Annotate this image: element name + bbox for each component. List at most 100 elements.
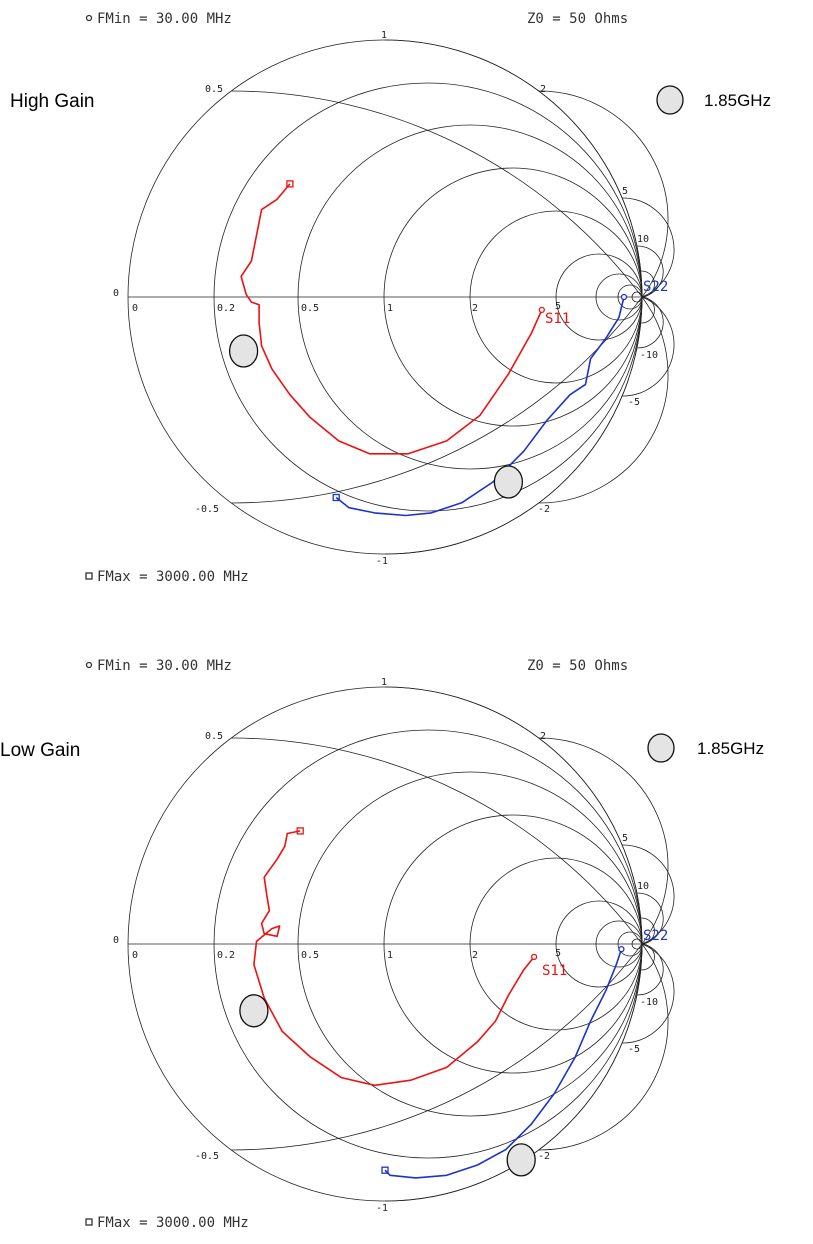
r-tick-0: 0 xyxy=(132,303,138,314)
fmin-symbol xyxy=(85,661,93,669)
s11-fmax-marker xyxy=(296,827,304,835)
x-arc-neg-5 xyxy=(621,296,675,397)
x-arc-neg-10 xyxy=(636,296,664,349)
s11-1.85ghz-marker xyxy=(228,334,259,368)
x-arc-neg-2 xyxy=(538,943,669,1151)
x-arc-0.5 xyxy=(230,737,643,945)
header-row: FMin = 30.00 MHz Z0 = 50 Ohms xyxy=(85,11,628,27)
x-tick-1: 1 xyxy=(381,30,387,41)
x-tick-neg-10: -10 xyxy=(640,350,658,361)
x-arc-neg-20 xyxy=(640,943,655,971)
legend-marker: 1.85GHz xyxy=(656,85,771,115)
s22-trace xyxy=(384,948,623,1179)
s11-trace xyxy=(240,183,543,455)
x-arc-neg-20 xyxy=(640,296,655,324)
trace-layer xyxy=(228,180,628,517)
s22-1.85ghz-marker xyxy=(506,1143,536,1177)
r-tick-0.2: 0.2 xyxy=(217,303,235,314)
trace-layer xyxy=(239,827,625,1179)
r-tick-5: 5 xyxy=(555,301,561,312)
r-tick-0.5: 0.5 xyxy=(301,303,319,314)
x-arc-neg-5 xyxy=(621,943,675,1044)
s22-label: S22 xyxy=(643,279,668,295)
fmax-label: FMax = 3000.00 MHz xyxy=(97,1215,249,1231)
resistance-tick-labels: 0 0 0.2 0.5 1 2 5 xyxy=(113,935,561,961)
x-tick-2: 2 xyxy=(540,84,546,95)
x-arc-2 xyxy=(538,90,669,298)
s22-fmin-marker xyxy=(618,945,625,953)
x-tick-0.5: 0.5 xyxy=(205,731,223,742)
chart-title: Low Gain xyxy=(0,740,80,761)
x-arc-2 xyxy=(538,737,669,945)
x-arc-20 xyxy=(640,270,655,298)
smith-grid xyxy=(127,39,675,555)
r-tick-2: 2 xyxy=(472,303,478,314)
fmin-label: FMin = 30.00 MHz xyxy=(97,11,232,27)
x-arc-neg-10 xyxy=(636,943,664,996)
marker-legend-ellipse xyxy=(656,85,684,115)
r-tick-5: 5 xyxy=(555,948,561,959)
header-row: FMin = 30.00 MHz Z0 = 50 Ohms xyxy=(85,658,628,674)
x-tick-0.5: 0.5 xyxy=(205,84,223,95)
x-tick-neg-10: -10 xyxy=(640,997,658,1008)
x-tick-5: 5 xyxy=(622,186,628,197)
x-tick-neg-0.5: -0.5 xyxy=(195,504,219,515)
x-tick-10: 10 xyxy=(637,881,649,892)
r-tick-1: 1 xyxy=(387,950,393,961)
marker-legend-label: 1.85GHz xyxy=(704,91,771,110)
s11-fmin-marker xyxy=(530,953,538,961)
s22-fmax-marker xyxy=(381,1166,389,1174)
s11-fmax-marker xyxy=(286,180,294,188)
r-tick-0-outer: 0 xyxy=(113,288,119,299)
fmin-label: FMin = 30.00 MHz xyxy=(97,658,232,674)
r-tick-0-outer: 0 xyxy=(113,935,119,946)
x-arc-1 xyxy=(384,39,643,298)
x-arc-neg-0.5 xyxy=(230,296,643,504)
r-tick-1: 1 xyxy=(387,303,393,314)
chart-title: High Gain xyxy=(10,91,95,112)
smith-chart-high-gain: FMin = 30.00 MHz Z0 = 50 Ohms High Gain … xyxy=(10,11,771,585)
x-tick-neg-2: -2 xyxy=(538,504,550,515)
s22-fmin-marker xyxy=(620,293,628,301)
s11-label: S11 xyxy=(545,311,570,327)
resistance-tick-labels: 0 0 0.2 0.5 1 2 5 xyxy=(113,288,561,314)
x-arc-neg-1 xyxy=(384,296,643,555)
smith-chart-low-gain: FMin = 30.00 MHz Z0 = 50 Ohms Low Gain 1… xyxy=(0,658,764,1231)
fmax-symbol xyxy=(85,572,93,580)
x-tick-neg-1: -1 xyxy=(376,556,388,567)
footer-row: FMax = 3000.00 MHz xyxy=(85,569,249,585)
s22-fmax-marker xyxy=(332,493,340,502)
fmax-symbol xyxy=(85,1218,93,1226)
fmin-symbol xyxy=(85,14,93,22)
s11-fmin-marker xyxy=(538,306,545,314)
reactance-tick-labels: 0.5 1 2 5 10 -0.5 -1 -2 -5 -10 xyxy=(195,677,658,1214)
x-tick-neg-5: -5 xyxy=(628,1044,640,1055)
x-arc-1 xyxy=(384,686,643,945)
s22-label: S22 xyxy=(643,928,668,944)
x-arc-neg-2 xyxy=(538,296,669,504)
x-tick-neg-5: -5 xyxy=(628,397,640,408)
r-tick-0: 0 xyxy=(132,950,138,961)
x-tick-1: 1 xyxy=(381,677,387,688)
s11-1.85ghz-marker xyxy=(239,994,269,1028)
x-tick-5: 5 xyxy=(622,833,628,844)
r-tick-0.2: 0.2 xyxy=(217,950,235,961)
x-arc-0.5 xyxy=(230,90,643,298)
x-arc-neg-0.5 xyxy=(230,943,643,1151)
r-tick-2: 2 xyxy=(472,950,478,961)
smith-grid xyxy=(127,686,675,1202)
s22-trace xyxy=(335,296,625,517)
s11-label: S11 xyxy=(542,963,567,979)
s11-trace xyxy=(253,830,535,1087)
reactance-tick-labels: 0.5 1 2 5 10 -0.5 -1 -2 -5 -10 xyxy=(195,30,658,567)
x-tick-neg-2: -2 xyxy=(538,1151,550,1162)
fmax-label: FMax = 3000.00 MHz xyxy=(97,569,249,585)
s22-1.85ghz-marker xyxy=(493,465,524,499)
footer-row: FMax = 3000.00 MHz xyxy=(85,1215,249,1231)
marker-legend-ellipse xyxy=(647,733,675,763)
x-arc-20 xyxy=(640,917,655,945)
x-arc-10 xyxy=(636,892,664,945)
z0-label: Z0 = 50 Ohms xyxy=(527,658,628,674)
x-tick-neg-1: -1 xyxy=(376,1203,388,1214)
